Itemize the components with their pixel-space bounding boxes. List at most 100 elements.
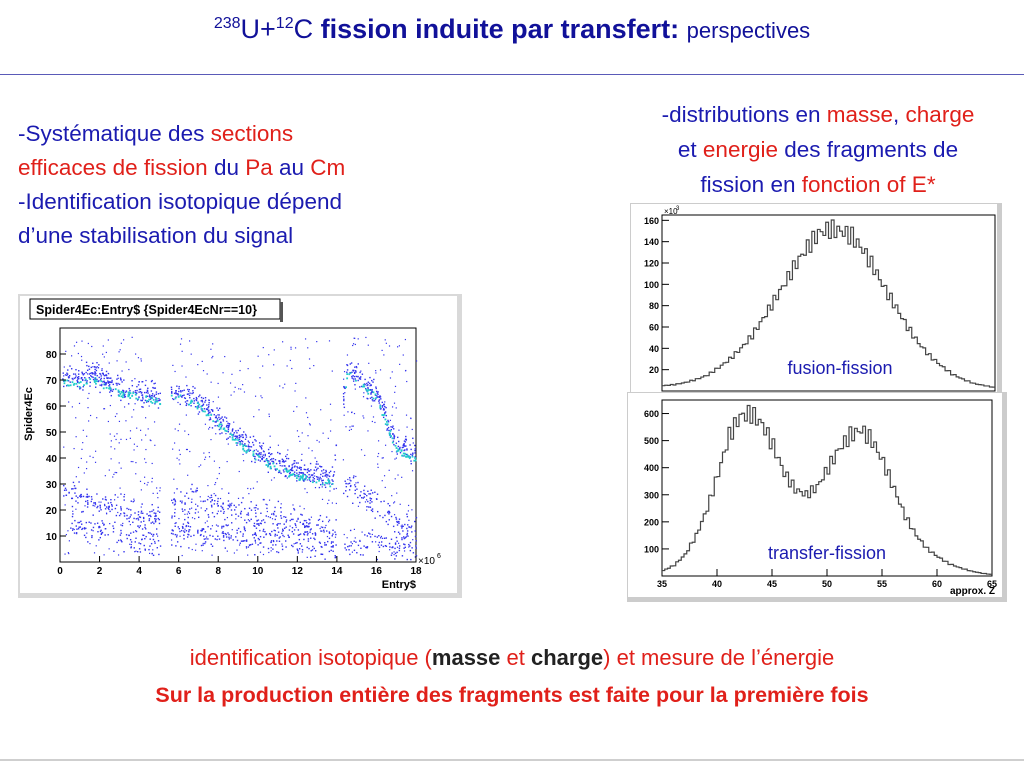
scatter-point	[391, 546, 393, 549]
scatter-point	[170, 532, 173, 535]
scatter-point	[245, 436, 248, 438]
scatter-point	[283, 471, 285, 473]
scatter-point	[84, 528, 86, 530]
scatter-point	[361, 531, 363, 533]
scatter-point	[142, 534, 144, 536]
scatter-point	[95, 372, 97, 375]
scatter-point	[306, 534, 309, 536]
tf-xlabel: approx. Z	[950, 586, 995, 597]
scatter-point	[364, 493, 366, 496]
scatter-point	[215, 433, 217, 435]
scatter-point	[123, 515, 126, 517]
scatter-point	[181, 500, 183, 502]
scatter-core-point	[305, 477, 307, 479]
scatter-point	[331, 502, 333, 504]
scatter-point	[99, 379, 102, 381]
scatter-point	[141, 380, 144, 383]
scatter-point	[91, 536, 93, 539]
scatter-point	[233, 432, 236, 434]
scatter-point	[283, 460, 285, 463]
scatter-point	[126, 537, 128, 540]
scatter-point	[406, 530, 409, 532]
scatter-point	[275, 469, 277, 471]
scatter-point	[353, 528, 356, 530]
scatter-point	[301, 432, 303, 434]
scatter-point	[370, 392, 372, 394]
scatter-point	[384, 411, 387, 413]
scatter-point	[207, 485, 209, 487]
scatter-point	[415, 516, 418, 519]
scatter-core-point	[120, 395, 123, 398]
scatter-core-point	[300, 476, 303, 479]
scatter-point	[144, 526, 146, 529]
scatter-x-tick-label: 18	[410, 566, 422, 577]
scatter-point	[87, 541, 89, 543]
scatter-point	[80, 377, 83, 379]
scatter-point	[105, 374, 108, 377]
scatter-point	[364, 534, 366, 536]
scatter-point	[172, 364, 174, 367]
scatter-point	[305, 397, 307, 399]
scatter-point	[250, 544, 252, 546]
scatter-point	[210, 501, 212, 503]
scatter-point	[130, 546, 132, 549]
scatter-point	[257, 537, 260, 540]
scatter-point	[95, 545, 97, 547]
scatter-point	[346, 354, 349, 356]
scatter-point	[144, 384, 147, 387]
scatter-point	[284, 383, 286, 385]
title-mass-c: 12	[275, 15, 294, 32]
scatter-core-point	[135, 397, 138, 400]
scatter-point	[244, 443, 246, 445]
scatter-point	[249, 449, 252, 451]
scatter-point	[398, 345, 401, 347]
scatter-point	[98, 501, 100, 503]
title-elem-u: U+	[240, 14, 276, 44]
scatter-point	[176, 541, 179, 543]
scatter-point	[284, 527, 286, 530]
scatter-point	[179, 453, 181, 456]
scatter-point	[311, 549, 314, 551]
scatter-point	[117, 391, 120, 393]
scatter-point	[209, 496, 211, 499]
scatter-point	[124, 393, 126, 396]
scatter-point	[262, 450, 265, 452]
scatter-point	[332, 545, 334, 547]
scatter-point	[189, 397, 191, 399]
scatter-point	[354, 484, 356, 486]
scatter-point	[376, 396, 379, 398]
scatter-point	[317, 519, 320, 521]
scatter-core-point	[295, 474, 297, 477]
scatter-point	[226, 550, 228, 552]
scatter-point	[234, 509, 236, 511]
scatter-point	[87, 397, 89, 400]
scatter-point	[217, 396, 220, 398]
scatter-point	[134, 389, 136, 392]
scatter-point	[353, 375, 356, 378]
scatter-point	[195, 503, 197, 505]
scatter-point	[85, 361, 88, 364]
scatter-point	[313, 478, 316, 480]
scatter-point	[217, 382, 219, 385]
scatter-point	[149, 532, 151, 534]
scatter-point	[239, 531, 242, 533]
scatter-core-point	[129, 397, 132, 399]
scatter-point	[131, 416, 133, 418]
scatter-point	[396, 492, 398, 494]
scatter-point	[380, 396, 382, 398]
scatter-point	[112, 476, 114, 478]
scatter-title: Spider4Ec:Entry$ {Spider4EcNr==10}	[36, 303, 257, 317]
scatter-point	[73, 377, 75, 380]
scatter-point	[233, 552, 236, 554]
scatter-point	[225, 533, 227, 536]
scatter-point	[240, 501, 243, 504]
scatter-point	[129, 524, 131, 526]
scatter-core-point	[95, 380, 98, 383]
scatter-point	[63, 446, 65, 448]
scatter-point	[275, 515, 277, 517]
scatter-core-point	[367, 389, 370, 391]
scatter-point	[225, 524, 227, 526]
scatter-point	[210, 528, 212, 530]
scatter-point	[201, 401, 204, 403]
scatter-point	[324, 484, 326, 486]
